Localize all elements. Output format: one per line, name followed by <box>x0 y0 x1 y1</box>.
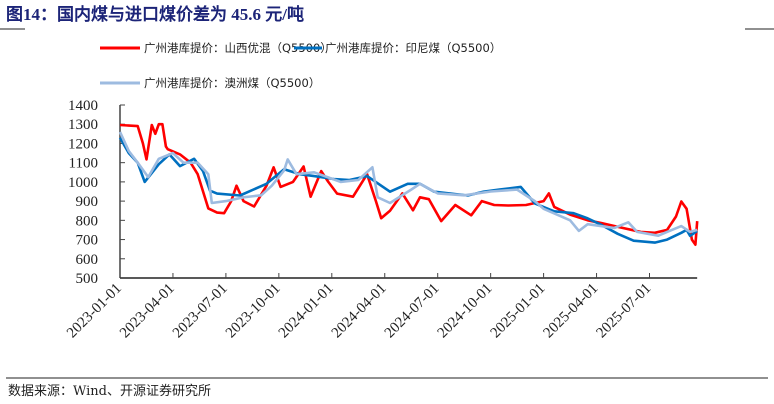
x-axis: 2023-01-012023-04-012023-07-012023-10-01… <box>64 273 698 342</box>
x-tick-label: 2024-04-01 <box>329 281 390 342</box>
x-tick-label: 2023-07-01 <box>170 281 231 342</box>
y-tick-label: 1000 <box>68 175 98 191</box>
y-tick-label: 1200 <box>68 136 98 152</box>
x-tick-label: 2023-04-01 <box>117 281 178 342</box>
y-tick-label: 600 <box>76 252 99 268</box>
y-axis: 500 600 700 800 900 1000 1100 1200 1300 1400 <box>68 98 125 287</box>
legend-label-indonesia: 广州港库提价：印尼煤（Q5500） <box>325 41 501 55</box>
x-tick-label: 2025-07-01 <box>594 281 655 342</box>
x-tick-label: 2024-07-01 <box>382 281 443 342</box>
x-tick-label: 2023-10-01 <box>223 281 284 342</box>
legend-item-australia: 广州港库提价：澳洲煤（Q5500） <box>100 76 320 90</box>
legend-label-australia: 广州港库提价：澳洲煤（Q5500） <box>144 76 320 90</box>
series-line-australia <box>118 131 698 237</box>
x-tick-label: 2025-04-01 <box>541 281 602 342</box>
y-tick-label: 500 <box>76 271 99 287</box>
y-tick-label: 700 <box>76 233 99 249</box>
legend: 广州港库提价：山西优混（Q5500） 广州港库提价：印尼煤（Q5500） 广州港… <box>100 41 501 90</box>
x-tick-label: 2024-01-01 <box>276 281 337 342</box>
source-note: 数据来源：Wind、开源证券研究所 <box>8 383 211 399</box>
series-line-shanxi <box>119 122 699 246</box>
series-lines <box>118 122 699 246</box>
series-line-indonesia <box>118 137 698 244</box>
legend-item-indonesia: 广州港库提价：印尼煤（Q5500） <box>294 41 501 55</box>
y-tick-label: 800 <box>76 213 99 229</box>
x-tick-label: 2025-01-01 <box>488 281 549 342</box>
y-tick-label: 900 <box>76 194 99 210</box>
x-tick-label: 2023-01-01 <box>64 281 125 342</box>
legend-item-shanxi: 广州港库提价：山西优混（Q5500） <box>100 41 332 55</box>
x-tick-label: 2024-10-01 <box>435 281 496 342</box>
y-tick-label: 1300 <box>68 117 98 133</box>
y-tick-label: 1400 <box>68 98 98 114</box>
y-tick-label: 1100 <box>69 156 98 172</box>
chart-title: 图14：国内煤与进口煤价差为 45.6 元/吨 <box>6 4 304 24</box>
legend-label-shanxi: 广州港库提价：山西优混（Q5500） <box>144 41 332 55</box>
